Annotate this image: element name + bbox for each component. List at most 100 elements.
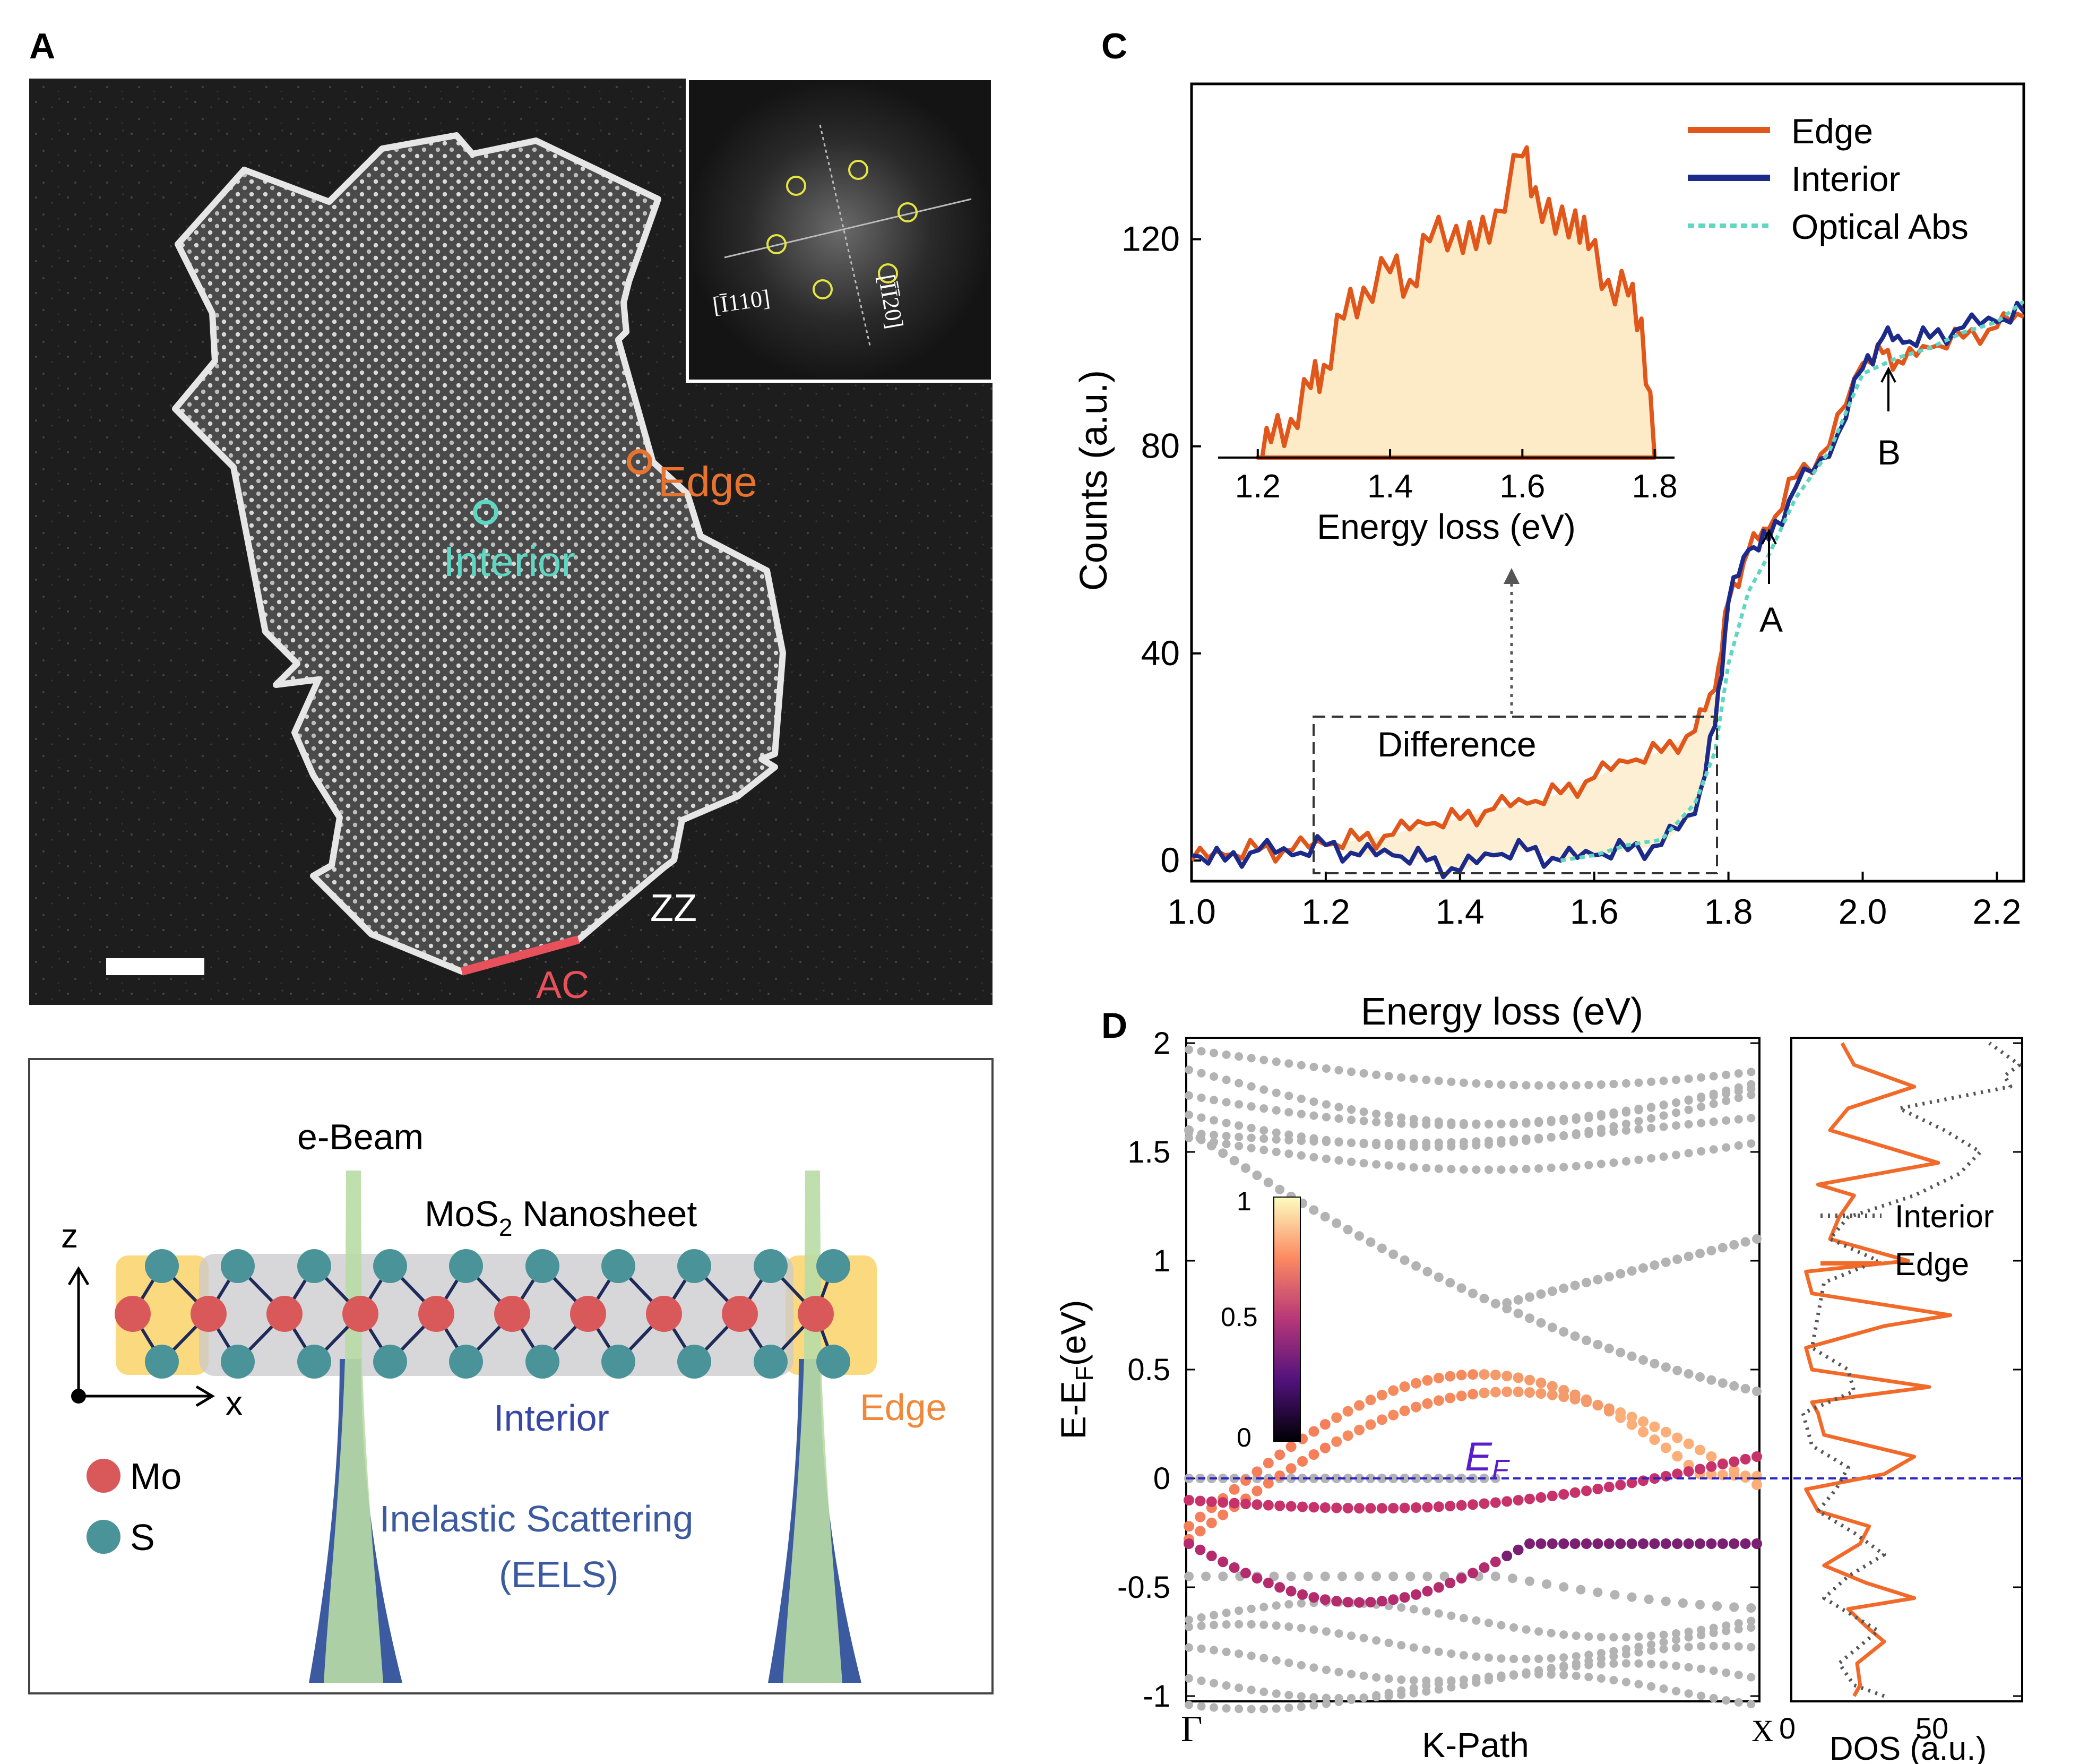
x-tick-label: 1.6 [1570,892,1619,931]
edge-state-point [1717,1538,1728,1549]
conduction-band-point [1697,1073,1706,1082]
conduction-band-point [1672,1098,1681,1107]
valence-band-point [1259,1688,1268,1697]
dos-frame [1790,1037,2023,1702]
s-atom [525,1345,559,1379]
conduction-band-point [1706,1375,1716,1385]
conduction-band-point [1185,1111,1193,1120]
s-atom [221,1345,255,1379]
valence-band-point [1747,1642,1756,1651]
conduction-band-point [1197,1093,1206,1102]
valence-band-point [1184,1571,1194,1581]
valence-band-point [1372,1673,1381,1682]
edge-state-point [1479,1369,1490,1380]
edge-state-point [1422,1398,1433,1409]
edge-state-point [1365,1395,1376,1406]
valence-band-point [1722,1641,1731,1650]
valence-band-point [1572,1662,1581,1671]
valence-band-point [1646,1640,1655,1649]
conduction-band-point [1570,1331,1580,1341]
conduction-band-point [1447,1138,1456,1147]
conduction-band-point [1627,1351,1637,1361]
conduction-band-point [1479,1294,1489,1304]
edge-state-point [1490,1497,1501,1508]
conduction-band-point [1366,1237,1376,1247]
conduction-band-point [1525,1292,1534,1302]
edge-state-point [1445,1578,1456,1589]
conduction-band-point [1621,1120,1630,1129]
s-atom [601,1249,635,1283]
conduction-band-point [1400,1474,1410,1483]
panel-d-label: D [1101,1005,1127,1046]
valence-band-point [1210,1679,1219,1688]
inset-tick-label: 1.8 [1632,468,1678,505]
valence-band-point [1405,1571,1416,1581]
valence-band-point [1409,1684,1418,1693]
edge-state-point [1399,1592,1410,1603]
edge-state-point [1411,1401,1421,1413]
edge-state-point [1456,1370,1467,1381]
valence-band-point [1210,1621,1219,1630]
conduction-band-point [1547,1322,1557,1332]
valence-band-point [1661,1596,1671,1606]
valence-band-point [1309,1693,1318,1702]
conduction-band-point [1697,1118,1706,1128]
conduction-band-point [1650,1358,1660,1369]
edge-state-point [1354,1424,1365,1435]
fermi-level-label: EF [1465,1434,1511,1485]
s-atom [145,1249,179,1283]
conduction-band-point [1634,1117,1643,1126]
axis-x-label: x [226,1384,243,1422]
edge-state-point [1319,1594,1331,1605]
electron-beam-right [768,1171,861,1683]
edge-state-point [1513,1544,1524,1555]
valence-band-point [1334,1697,1343,1706]
conduction-band-point [1397,1162,1406,1171]
conduction-band-point [1740,1237,1750,1247]
valence-band-point [1572,1631,1581,1640]
conduction-band-point [1320,1474,1330,1483]
edge-state-point [1683,1466,1694,1477]
difference-box [1313,716,1718,874]
conduction-band-point [1584,1112,1593,1121]
annotation-a-label: A [1759,600,1783,639]
conduction-band-point [1534,1117,1543,1126]
inset-tick-label: 1.4 [1367,468,1413,505]
valence-band-point [1597,1659,1606,1668]
valence-band-point [1247,1651,1256,1660]
valence-band-point [1388,1571,1399,1581]
conduction-band-point [1729,1240,1739,1250]
valence-band-point [1610,1590,1620,1600]
conduction-band-point [1684,1369,1694,1379]
edge-state-point [1581,1538,1592,1549]
conduction-band-point [1559,1132,1568,1141]
valence-band-point [1593,1587,1603,1597]
valence-band-point [1734,1671,1743,1680]
edge-state-point [1229,1498,1240,1509]
valence-band-point [1584,1673,1593,1682]
s-atom [297,1345,331,1379]
y-tick-label: 80 [1141,426,1180,466]
edge-state-point [1252,1573,1263,1584]
d-ytick-label: 0 [1153,1461,1170,1496]
conduction-band-point [1384,1161,1393,1170]
conduction-band-point [1672,1121,1681,1130]
d-ytick-label: 2 [1153,1026,1170,1061]
valence-band-point [1734,1642,1743,1651]
conduction-band-point [1734,1087,1743,1096]
conduction-band-point [1672,1108,1681,1117]
conduction-band-point [1222,1075,1231,1085]
conduction-band-point [1659,1152,1668,1161]
edge-state-point [1468,1369,1478,1380]
edge-state-point [1195,1526,1206,1537]
valence-band-point [1734,1698,1743,1707]
valence-band-point [1259,1654,1268,1663]
conduction-band-point [1411,1474,1421,1483]
conduction-band-point [1185,1133,1193,1142]
conduction-band-point [1572,1113,1581,1122]
edge-state-point [1456,1500,1467,1511]
edge-state-point [1524,1538,1535,1549]
conduction-band-point [1459,1120,1468,1129]
edge-state-point [1649,1538,1660,1549]
edge-state-point [1558,1538,1569,1549]
